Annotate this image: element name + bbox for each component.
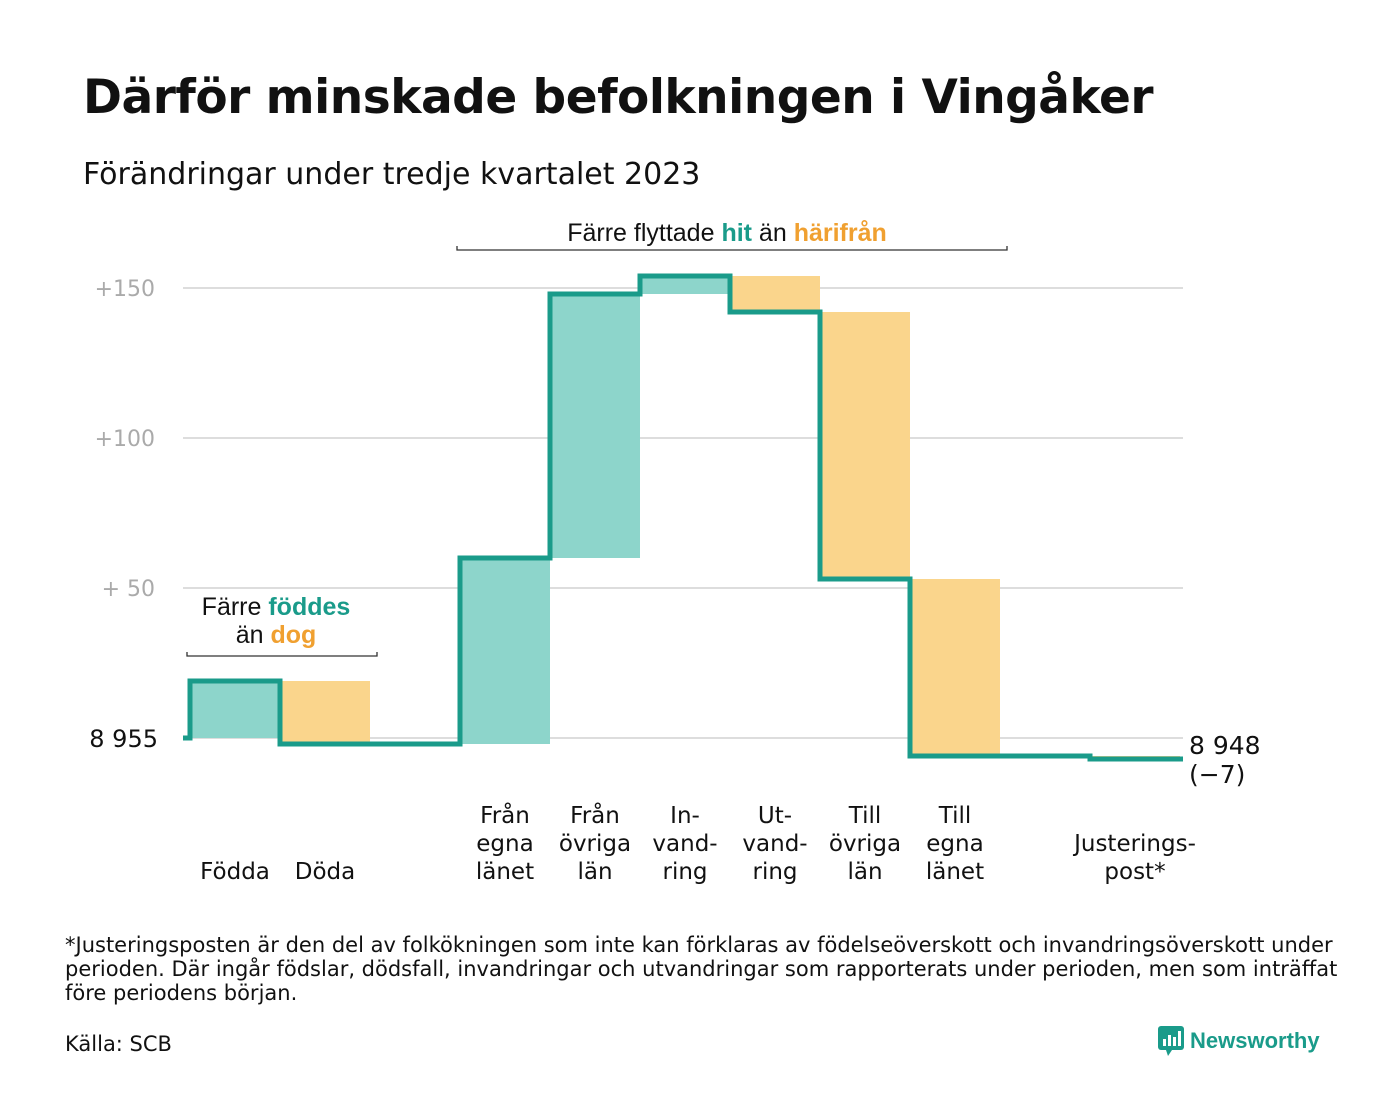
annotation-text: än dog bbox=[236, 621, 317, 649]
annotation-segment: Färre flyttade bbox=[567, 219, 721, 247]
x-category-label: Från bbox=[570, 801, 620, 829]
x-category-label: ring bbox=[752, 859, 797, 885]
newsworthy-logo: Newsworthy bbox=[1158, 1026, 1320, 1056]
footnote: *Justeringsposten är den del av folkökni… bbox=[65, 933, 1338, 1005]
x-category-label: egna bbox=[926, 831, 983, 857]
x-category-label: övriga bbox=[829, 831, 901, 857]
waterfall-bar bbox=[730, 276, 820, 312]
x-category-label: län bbox=[577, 859, 612, 885]
x-category-label: vand- bbox=[742, 831, 807, 857]
x-category-label: vand- bbox=[652, 831, 717, 857]
x-category-label: övriga bbox=[559, 831, 631, 857]
annotation-segment: Färre bbox=[202, 593, 269, 621]
source-note: Källa: SCB bbox=[65, 1032, 172, 1056]
x-category-label: Ut- bbox=[758, 803, 792, 829]
x-category-label: post* bbox=[1104, 859, 1165, 885]
end-value-label: 8 948 bbox=[1189, 731, 1261, 760]
x-category-label: Till bbox=[938, 803, 972, 829]
x-category-label: Döda bbox=[295, 859, 355, 885]
annotation-segment: föddes bbox=[268, 593, 350, 621]
waterfall-bar bbox=[280, 681, 370, 744]
waterfall-bar bbox=[190, 681, 280, 738]
annotation-text: Färre flyttade hit än härifrån bbox=[567, 219, 887, 247]
annotation-text: Färre föddes bbox=[202, 593, 351, 621]
newsworthy-icon bbox=[1158, 1026, 1184, 1056]
annotation-segment: än bbox=[752, 219, 794, 247]
x-category-label: länet bbox=[476, 859, 534, 885]
start-value-label: 8 955 bbox=[89, 725, 158, 753]
y-tick-label: +100 bbox=[95, 427, 155, 452]
x-category-label: Födda bbox=[200, 859, 270, 885]
brand-name: Newsworthy bbox=[1190, 1028, 1320, 1053]
annotation-segment: dog bbox=[270, 621, 316, 649]
annotation-bracket bbox=[456, 246, 1008, 251]
x-category-label: län bbox=[847, 859, 882, 885]
x-category-label: egna bbox=[476, 831, 533, 857]
x-category-label: Justerings- bbox=[1072, 831, 1196, 857]
x-category-label: In- bbox=[670, 803, 700, 829]
annotation-bracket bbox=[186, 652, 378, 657]
x-category-label: Från bbox=[480, 801, 530, 829]
x-category-label: ring bbox=[662, 859, 707, 885]
end-change-label: (−7) bbox=[1189, 760, 1245, 789]
chart-title: Därför minskade befolkningen i Vingåker bbox=[83, 70, 1154, 125]
cumulative-step-line bbox=[183, 273, 1183, 762]
waterfall-bar bbox=[640, 276, 730, 294]
waterfall-bar bbox=[550, 294, 640, 558]
y-tick-label: + 50 bbox=[102, 577, 155, 602]
x-category-label: länet bbox=[926, 859, 984, 885]
chart-subtitle: Förändringar under tredje kvartalet 2023 bbox=[83, 157, 701, 192]
waterfall-bar bbox=[910, 579, 1000, 756]
annotation-segment: hit bbox=[721, 219, 752, 247]
y-tick-label: +150 bbox=[95, 277, 155, 302]
x-category-label: Till bbox=[848, 803, 882, 829]
annotation-segment: än bbox=[236, 621, 271, 649]
annotation-segment: härifrån bbox=[794, 219, 887, 247]
waterfall-bar bbox=[460, 558, 550, 744]
waterfall-bar bbox=[820, 312, 910, 579]
